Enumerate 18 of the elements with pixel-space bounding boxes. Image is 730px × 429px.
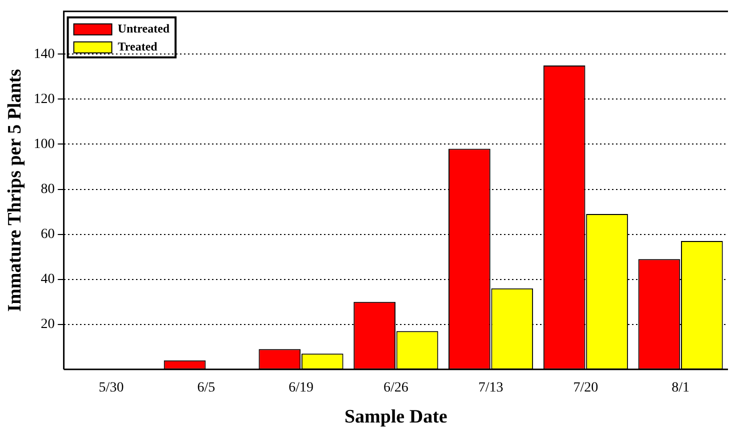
y-tick-label: 120 [34,92,55,107]
y-tick-label: 140 [34,46,55,62]
x-tick-label: 7/13 [478,380,504,396]
legend-label: Treated [118,39,158,54]
x-tick-label: 5/30 [98,380,124,396]
x-tick-label: 8/1 [672,380,690,396]
legend-label: Untreated [118,21,170,36]
y-tick-label: 80 [40,182,55,197]
y-tick-label: 60 [40,226,55,242]
y-tick-label: 100 [34,136,55,152]
x-axis-title: Sample Date [344,406,448,428]
x-tick-label: 6/5 [197,380,216,396]
x-tick-label: 6/19 [288,380,314,396]
y-tick-label: 40 [40,272,55,288]
y-tick-label: 20 [40,317,55,332]
y-axis-title: Immature Thrips per 5 Plants [4,68,26,312]
x-tick-label: 6/26 [383,380,408,396]
x-tick-label: 7/20 [573,380,598,396]
